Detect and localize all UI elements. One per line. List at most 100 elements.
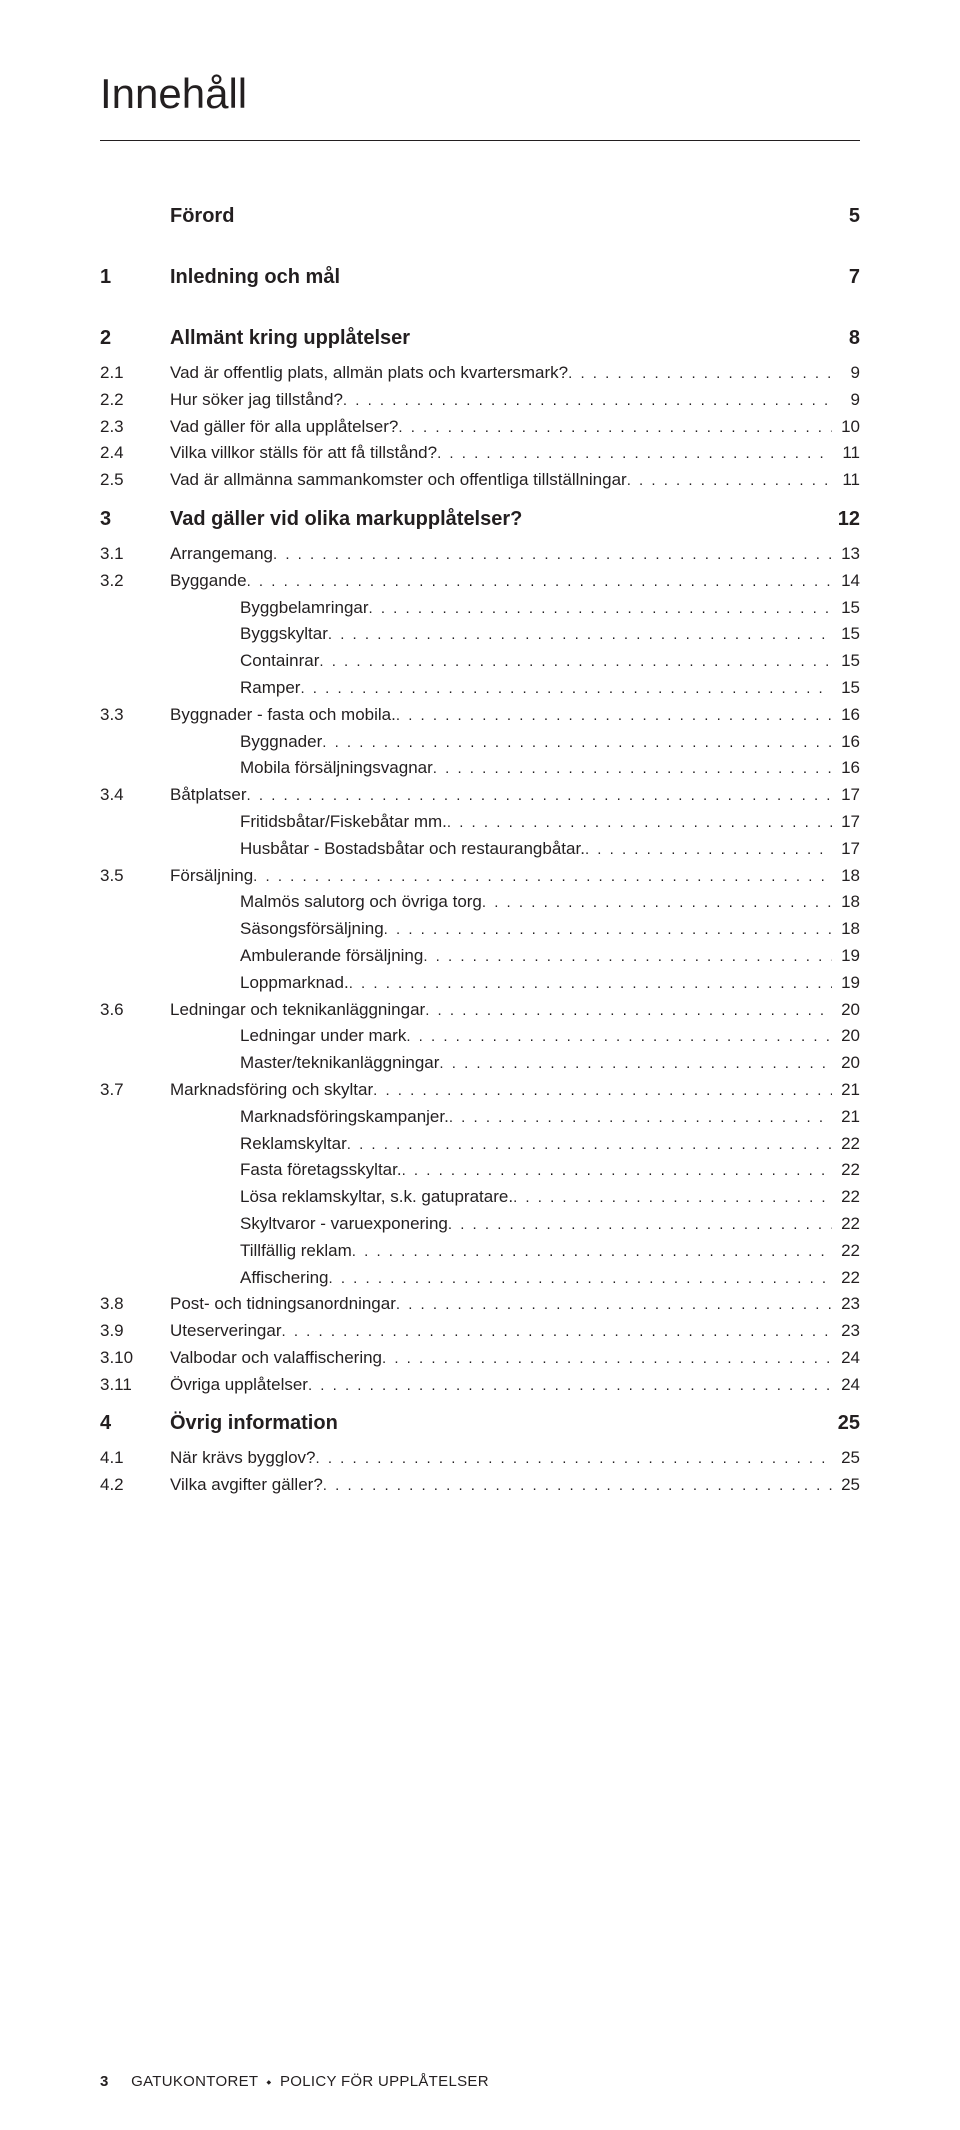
toc-label: Säsongsförsäljning [240, 916, 384, 942]
toc-leader [300, 677, 832, 702]
toc-number: 2.5 [100, 467, 170, 493]
toc-row: 3.2Byggande14 [100, 568, 860, 595]
toc-leader [253, 865, 832, 890]
toc-number: 3.7 [100, 1077, 170, 1103]
toc-row: Ramper 15 [100, 675, 860, 702]
toc-row: Affischering 22 [100, 1265, 860, 1292]
toc-page-number: 15 [832, 621, 860, 647]
toc-number: 3.4 [100, 782, 170, 808]
toc-row: 3.5Försäljning 18 [100, 863, 860, 890]
toc-page-number: 22 [832, 1238, 860, 1264]
toc-leader [433, 757, 832, 782]
toc-row: Ledningar under mark20 [100, 1023, 860, 1050]
toc-row: 3.7Marknadsföring och skyltar21 [100, 1077, 860, 1104]
toc-label: Tillfällig reklam [240, 1238, 352, 1264]
toc-leader [282, 1320, 833, 1345]
toc-page-number: 5 [832, 201, 860, 232]
toc-page-number: 13 [832, 541, 860, 567]
toc-number: 4 [100, 1408, 170, 1439]
toc-page-number: 18 [832, 916, 860, 942]
toc-page-number: 22 [832, 1157, 860, 1183]
toc-row: 3.10Valbodar och valaffischering24 [100, 1345, 860, 1372]
toc-page-number: 18 [832, 863, 860, 889]
toc-row: Fritidsbåtar/Fiskebåtar mm.17 [100, 809, 860, 836]
toc-label: Ledningar under mark [240, 1023, 406, 1049]
toc-label: Fasta företagsskyltar. [240, 1157, 402, 1183]
toc-label: Vad gäller för alla upplåtelser? [170, 414, 398, 440]
toc-label: Övriga upplåtelser [170, 1372, 308, 1398]
toc-page-number: 11 [832, 440, 860, 466]
toc-page-number: 23 [832, 1318, 860, 1344]
toc-number: 3.9 [100, 1318, 170, 1344]
toc-row: 3.6Ledningar och teknikanläggningar20 [100, 997, 860, 1024]
toc-number: 3.5 [100, 863, 170, 889]
toc-page-number: 12 [830, 504, 860, 535]
toc-row: Containrar15 [100, 648, 860, 675]
toc-row: Tillfällig reklam 22 [100, 1238, 860, 1265]
toc-row: Ambulerande försäljning19 [100, 943, 860, 970]
toc-number: 3 [100, 504, 170, 535]
toc-leader [322, 731, 832, 756]
toc-page-number: 22 [832, 1131, 860, 1157]
toc-page-number: 22 [832, 1265, 860, 1291]
toc-page-number: 25 [832, 1472, 860, 1498]
toc-label: Ambulerande försäljning [240, 943, 423, 969]
toc-label: När krävs bygglov? [170, 1445, 316, 1471]
toc-number: 3.2 [100, 568, 170, 594]
toc-label: Arrangemang [170, 541, 273, 567]
toc-leader [425, 999, 832, 1024]
footer-separator: ◆ [267, 2080, 272, 2086]
toc-row: Förord5 [100, 201, 860, 232]
toc-number: 4.2 [100, 1472, 170, 1498]
toc-row: 1Inledning och mål7 [100, 262, 860, 293]
toc-page-number: 11 [832, 467, 860, 493]
toc-page-number: 25 [832, 1445, 860, 1471]
page: Innehåll Förord5 1Inledning och mål7 2Allm… [0, 0, 960, 2130]
page-title: Innehåll [100, 70, 860, 141]
toc-number: 1 [100, 262, 170, 293]
toc-row: 2.2Hur söker jag tillstånd?9 [100, 387, 860, 414]
toc-leader [402, 1159, 832, 1184]
toc-leader [273, 543, 832, 568]
toc-row: 2Allmänt kring upplåtelser8 [100, 323, 860, 354]
toc-label: Affischering [240, 1265, 329, 1291]
toc-leader [423, 945, 832, 970]
footer-page-number: 3 [100, 2073, 109, 2090]
toc-row: Fasta företagsskyltar. 22 [100, 1157, 860, 1184]
toc-page-number: 16 [832, 729, 860, 755]
toc-leader [513, 1186, 832, 1211]
toc-row: Säsongsförsäljning 18 [100, 916, 860, 943]
toc-page-number: 17 [832, 809, 860, 835]
toc-page-number: 15 [832, 675, 860, 701]
toc-row: 3Vad gäller vid olika markupplåtelser? 12 [100, 504, 860, 535]
toc-label: Byggbelamringar [240, 595, 369, 621]
toc-label: Marknadsföring och skyltar [170, 1077, 373, 1103]
toc-label: Vilka villkor ställs för att få tillstån… [170, 440, 437, 466]
toc-page-number: 7 [832, 262, 860, 293]
toc-label: Hur söker jag tillstånd? [170, 387, 343, 413]
toc-label: Byggskyltar [240, 621, 328, 647]
toc-label: Ramper [240, 675, 300, 701]
toc-row: Skyltvaror - varuexponering22 [100, 1211, 860, 1238]
footer-doc-title: POLICY FÖR UPPLÅTELSER [280, 2073, 489, 2090]
toc-label: Loppmarknad. [240, 970, 349, 996]
toc-label: Försäljning [170, 863, 253, 889]
toc-leader [316, 1447, 832, 1472]
toc-row: Byggbelamringar15 [100, 595, 860, 622]
toc-label: Vad gäller vid olika markupplåtelser? [170, 504, 522, 535]
toc-page-number: 20 [832, 997, 860, 1023]
toc-label: Byggande [170, 568, 247, 594]
toc-label: Vilka avgifter gäller? [170, 1472, 323, 1498]
toc-label: Skyltvaror - varuexponering [240, 1211, 448, 1237]
toc-leader [439, 1052, 832, 1077]
toc-number: 2.2 [100, 387, 170, 413]
toc-number: 2.3 [100, 414, 170, 440]
toc-leader [247, 570, 832, 595]
toc-row: Lösa reklamskyltar, s.k. gatupratare.22 [100, 1184, 860, 1211]
toc-page-number: 21 [832, 1104, 860, 1130]
toc-label: Malmös salutorg och övriga torg [240, 889, 482, 915]
toc-row: 3.11Övriga upplåtelser24 [100, 1372, 860, 1399]
toc-leader [247, 784, 832, 809]
toc-label: Allmänt kring upplåtelser [170, 323, 410, 354]
toc-page-number: 25 [830, 1408, 860, 1439]
